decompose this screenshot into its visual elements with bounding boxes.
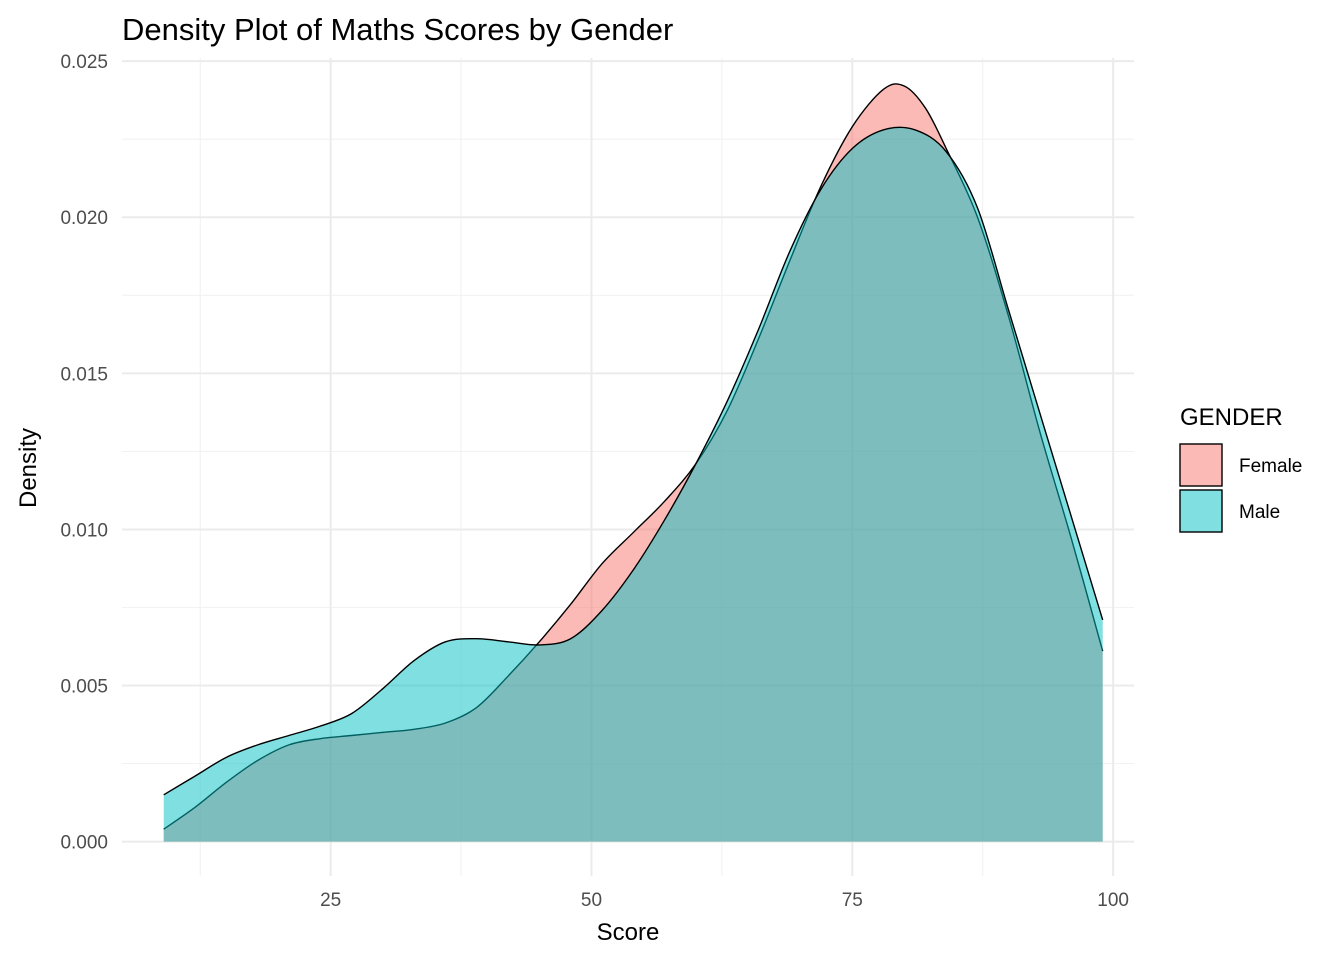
y-axis-title: Density xyxy=(15,428,42,508)
legend-title: GENDER xyxy=(1180,404,1283,431)
x-tick-label: 100 xyxy=(1097,890,1129,911)
x-tick-label: 50 xyxy=(581,890,602,911)
y-tick-label: 0.020 xyxy=(60,208,108,229)
y-tick-label: 0.010 xyxy=(60,520,108,541)
x-axis-title: Score xyxy=(597,919,660,946)
axis-layer: 25 50 75 100 0.000 0.005 0.010 0.015 0.020 0.025 xyxy=(60,52,1129,911)
area-layer xyxy=(163,83,1104,842)
y-tick-label: 0.015 xyxy=(60,364,108,385)
y-tick-label: 0.005 xyxy=(60,677,108,698)
y-tick-label: 0.000 xyxy=(60,833,108,854)
legend-label-male: Male xyxy=(1239,502,1280,523)
chart-title: Density Plot of Maths Scores by Gender xyxy=(122,12,673,47)
legend-swatch-female xyxy=(1179,443,1223,487)
y-tick-label: 0.025 xyxy=(60,52,108,73)
x-tick-label: 25 xyxy=(320,890,341,911)
x-tick-label: 75 xyxy=(842,890,863,911)
legend-swatch-male xyxy=(1179,489,1223,533)
legend: GENDER Female Male xyxy=(1179,404,1302,533)
male-density-line xyxy=(163,126,1104,796)
legend-label-female: Female xyxy=(1239,456,1302,477)
male-density-area xyxy=(163,127,1103,842)
